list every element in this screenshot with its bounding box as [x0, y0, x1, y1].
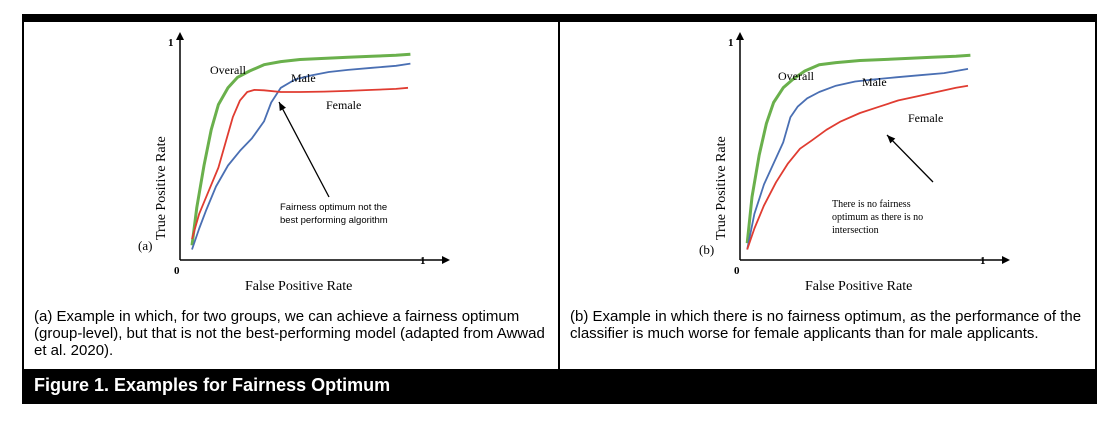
y-tick-label-1: 1 [728, 37, 734, 49]
series-line-male [191, 62, 411, 250]
figure-frame: 0 1 1 False Positive Rate True Positive Rate… [22, 14, 1097, 404]
series-line-overall [190, 52, 411, 246]
x-axis-label: False Positive Rate [805, 279, 912, 294]
series-label-male: Male [862, 75, 887, 89]
series-line-male [746, 68, 969, 250]
x-tick-label-1: 1 [980, 255, 986, 267]
annotation-arrowhead [279, 102, 286, 111]
series-label-overall: Overall [778, 69, 815, 83]
series-line-female [746, 84, 969, 250]
x-tick-label-0: 0 [734, 265, 740, 277]
panel-divider [558, 16, 560, 372]
x-tick-label-1: 1 [420, 255, 426, 267]
y-axis-label: True Positive Rate [154, 136, 169, 240]
roc-chart-b: 0 1 1 False Positive Rate True Positive Rate… [699, 32, 1010, 294]
annotation-arrowhead [887, 135, 896, 144]
series-line-overall [745, 53, 971, 244]
y-tick-label-1: 1 [168, 37, 174, 49]
series-label-overall: Overall [210, 63, 247, 77]
x-axis-arrow [1002, 256, 1010, 264]
annotation-arrow [278, 101, 330, 198]
panel-a: 0 1 1 False Positive Rate True Positive Rate… [24, 22, 558, 372]
series-line-female [191, 86, 409, 240]
x-axis-arrow [442, 256, 450, 264]
caption-a: (a) Example in which, for two groups, we… [34, 308, 545, 359]
panel-label: (b) [699, 242, 714, 257]
panel-label: (a) [138, 238, 152, 253]
y-axis-arrow [736, 32, 744, 40]
x-axis-label: False Positive Rate [245, 279, 352, 294]
annotation-text: There is no fairness optimum as there is … [832, 199, 923, 236]
caption-b: (b) Example in which there is no fairnes… [570, 308, 1082, 342]
figure-title: Figure 1. Examples for Fairness Optimum [24, 369, 1095, 402]
x-tick-label-0: 0 [174, 265, 180, 277]
series-label-female: Female [326, 98, 361, 112]
annotation-text: Fairness optimum not the best performing … [280, 202, 388, 226]
annotation-arrow [886, 134, 934, 183]
panel-b: 0 1 1 False Positive Rate True Positive Rate… [560, 22, 1095, 372]
y-axis-label: True Positive Rate [714, 136, 729, 240]
y-axis-arrow [176, 32, 184, 40]
roc-chart-a: 0 1 1 False Positive Rate True Positive Rate… [138, 32, 450, 294]
series-label-female: Female [908, 111, 943, 125]
series-label-male: Male [291, 71, 316, 85]
